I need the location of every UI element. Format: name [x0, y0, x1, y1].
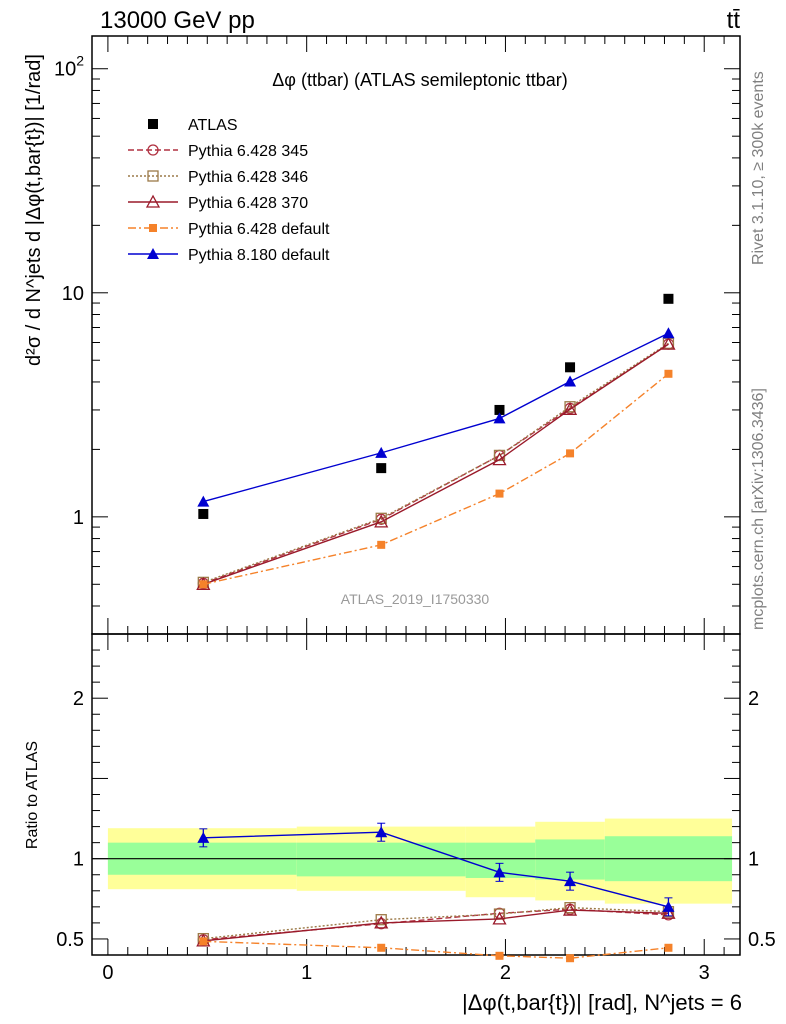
ratio-series-line [203, 940, 669, 959]
main-ylabel: d²σ / d N^jets d |Δφ(t,bar{t})| [1/rad] [23, 54, 45, 366]
marker-filled-square [664, 369, 673, 378]
main-series-line [203, 332, 669, 503]
main-series-line [203, 343, 669, 584]
main-series-line [203, 373, 669, 585]
main-series-line [203, 342, 669, 584]
legend-label: Pythia 6.428 default [188, 221, 330, 238]
header-beam-label: 13000 GeV pp [100, 7, 255, 34]
marker-open-square [375, 512, 387, 524]
ratio-ytick-label: 2 [73, 688, 84, 710]
marker-open-square [147, 170, 159, 182]
ratio-ylabel: Ratio to ATLAS [24, 741, 41, 849]
marker-filled-square [199, 580, 208, 589]
marker-filled-square [664, 943, 673, 952]
main-ytick-label: 10 [62, 283, 84, 305]
marker-open-triangle [145, 194, 161, 208]
ratio-series-line [203, 909, 669, 942]
marker-open-square [375, 914, 387, 926]
marker-circle [147, 144, 159, 156]
ratio-ytick-label-right: 2 [748, 688, 759, 710]
header-process-label: tt̄ [727, 7, 741, 34]
legend-label: Pythia 8.180 default [188, 247, 330, 264]
marker-open-triangle [562, 902, 578, 916]
atlas-data-point [565, 362, 576, 373]
ratio-ytick-label: 0.5 [56, 929, 84, 951]
legend-label: Pythia 6.428 370 [188, 195, 308, 212]
analysis-watermark: ATLAS_2019_I1750330 [341, 591, 490, 607]
legend-label: Pythia 6.428 345 [188, 143, 308, 160]
chart-title: Δφ (ttbar) (ATLAS semileptonic ttbar) [272, 70, 567, 90]
marker-filled-triangle [375, 446, 388, 458]
marker-filled-triangle [564, 375, 577, 387]
ratio-ytick-label: 1 [73, 849, 84, 871]
marker-filled-triangle [493, 412, 506, 424]
marker-open-square [564, 902, 576, 914]
atlas-data-point [663, 293, 674, 304]
marker-filled-triangle [147, 248, 159, 259]
marker-open-triangle [374, 514, 389, 528]
legend: ATLAS Pythia 6.428 345 Pythia 6.428 346 Pyt… [128, 117, 330, 264]
marker-filled-square [566, 954, 575, 963]
marker-open-triangle [492, 911, 507, 925]
marker-open-triangle [492, 452, 507, 466]
ratio-panel: 0 1 2 3 0.5 0.5 1 1 2 2 [56, 633, 776, 984]
ratio-ytick-label-right: 0.5 [748, 929, 776, 951]
atlas-data-point [148, 119, 158, 129]
marker-filled-square [149, 224, 157, 232]
ratio-xtick-label: 0 [102, 962, 113, 984]
atlas-data-point [198, 508, 209, 519]
atlas-data-point [376, 463, 387, 474]
marker-filled-triangle [662, 327, 675, 339]
marker-filled-square [377, 943, 386, 952]
marker-open-triangle [374, 915, 389, 929]
marker-open-triangle [562, 401, 578, 415]
rivet-version-label: Rivet 3.1.10, ≥ 300k events [750, 71, 767, 265]
marker-filled-square [199, 937, 208, 946]
ratio-xtick-label: 2 [500, 962, 511, 984]
marker-filled-square [495, 951, 504, 960]
legend-label: Pythia 6.428 346 [188, 169, 308, 186]
marker-open-triangle [661, 905, 676, 919]
marker-filled-square [566, 449, 575, 458]
ratio-xlabel: |Δφ(t,bar{t})| [rad], N^jets = 6 [462, 990, 742, 1015]
ratio-xtick-label: 1 [301, 962, 312, 984]
marker-filled-square [495, 489, 504, 498]
ratio-xtick-label: 3 [699, 962, 710, 984]
legend-label: ATLAS [188, 117, 238, 134]
marker-filled-square [377, 540, 386, 549]
ratio-frame [91, 633, 741, 956]
atlas-data-point [494, 404, 505, 415]
mcplots-label: mcplots.cern.ch [arXiv:1306.3436] [750, 388, 767, 630]
main-series-line [203, 343, 669, 585]
ratio-band-inner [296, 842, 466, 877]
ratio-ytick-label-right: 1 [748, 849, 759, 871]
main-ytick-label: 1 [73, 507, 84, 529]
marker-filled-triangle [197, 495, 210, 507]
marker-open-triangle [661, 336, 676, 350]
ratio-series-line [203, 908, 669, 941]
main-ytick-label: 102 [54, 53, 84, 81]
